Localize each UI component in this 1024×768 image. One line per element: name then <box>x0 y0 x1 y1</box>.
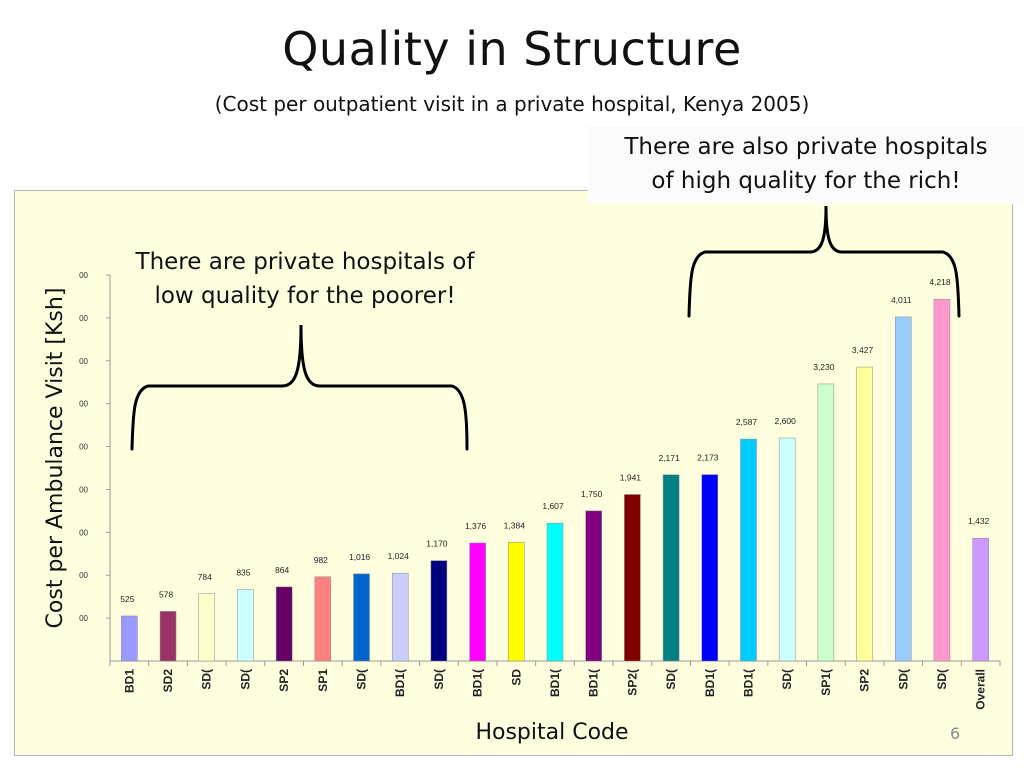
bar <box>585 510 602 662</box>
bar-value-label: 864 <box>275 565 289 575</box>
x-tick-label: SD( <box>355 669 369 690</box>
bar-value-label: 1,607 <box>542 501 564 511</box>
bar-value-label: 525 <box>120 594 134 604</box>
x-tick-label: BD1 <box>122 669 136 693</box>
bar-value-label: 3,230 <box>813 362 835 372</box>
bar-value-label: 1,024 <box>388 551 410 561</box>
bar <box>895 316 912 662</box>
x-tick-label: BD1( <box>703 669 717 697</box>
x-tick-label: SP2 <box>277 669 291 692</box>
bar <box>817 383 835 662</box>
x-tick-label: BD1( <box>393 669 407 697</box>
x-tick-label: SD( <box>935 669 949 690</box>
x-tick-label: SD <box>509 669 523 686</box>
x-tick-label: SP2 <box>858 669 872 692</box>
bar-value-label: 578 <box>159 589 173 599</box>
bar <box>624 494 641 662</box>
bar-value-label: 3,427 <box>852 345 874 355</box>
bar <box>778 437 796 662</box>
x-tick-label: SP1 <box>316 669 330 692</box>
page-number: 6 <box>950 724 961 743</box>
bracket-low-quality <box>130 324 469 451</box>
chart-y-tick-labels: 00 00 00 00 00 00 00 00 00 <box>79 271 88 623</box>
x-tick-label: SD( <box>896 669 910 690</box>
x-tick-label: SD( <box>664 669 678 690</box>
x-tick-label: SP2( <box>625 669 639 696</box>
y-tick-label: 00 <box>79 271 88 280</box>
bar-value-label: 1,384 <box>504 520 526 530</box>
bar-value-label: 1,941 <box>620 473 642 483</box>
x-axis-title: Hospital Code <box>475 720 629 745</box>
y-tick-label: 00 <box>79 485 88 494</box>
bar <box>430 560 448 662</box>
y-tick-label: 00 <box>79 357 88 366</box>
callout-low-quality-line-2: low quality for the poorer! <box>154 283 456 309</box>
x-tick-label: BD1( <box>548 669 562 697</box>
slide-title: Quality in Structure <box>282 22 742 76</box>
chart-area <box>14 190 1013 756</box>
x-tick-label: Overall <box>974 669 988 710</box>
x-tick-label: BD1( <box>471 669 485 697</box>
chart-x-tick-labels: BD1 SD2 SD( SD( SP2 SP1 SD( BD1( SD( BD1( SD BD1( BD… <box>122 669 987 710</box>
x-tick-label: SD( <box>200 669 214 690</box>
bar-value-label: 784 <box>198 572 212 582</box>
bar <box>353 573 370 662</box>
y-tick-label: 00 <box>79 528 88 537</box>
callout-brackets <box>130 205 961 451</box>
bar-value-label: 982 <box>314 555 328 565</box>
bar <box>275 586 293 662</box>
bar-value-label: 1,170 <box>426 539 448 549</box>
bar <box>237 589 254 662</box>
bar <box>159 611 177 662</box>
slide-subtitle: (Cost per outpatient visit in a private … <box>214 92 810 116</box>
bar-value-label: 1,432 <box>968 516 990 526</box>
bar <box>391 572 409 662</box>
chart-bars <box>121 298 989 662</box>
bar <box>662 474 680 662</box>
y-tick-label: 00 <box>79 400 88 409</box>
bar <box>972 537 989 662</box>
x-tick-label: SD( <box>238 669 252 690</box>
bar <box>121 615 138 662</box>
bar-value-label: 2,587 <box>736 417 758 427</box>
bar-value-label: 1,016 <box>349 552 371 562</box>
bar-value-label: 4,218 <box>929 277 951 287</box>
callout-low-quality-line-1: There are private hospitals of <box>135 249 475 275</box>
x-tick-label: SD( <box>432 669 446 690</box>
bar-value-label: 2,173 <box>697 453 719 463</box>
bar-value-label: 1,376 <box>465 521 487 531</box>
bar-value-label: 835 <box>236 567 250 577</box>
y-tick-label: 00 <box>79 443 88 452</box>
x-tick-label: SD( <box>780 669 794 690</box>
bar <box>856 366 873 662</box>
callout-low-quality: There are private hospitals of low quali… <box>110 245 500 313</box>
chart-value-labels: 525 578 784 835 864 982 1,016 1,024 1,170 1,376 1,… <box>120 277 989 604</box>
callout-high-quality-line-1: There are also private hospitals <box>624 134 988 160</box>
callout-high-quality-line-2: of high quality for the rich! <box>651 168 961 194</box>
bar <box>933 298 951 662</box>
bar-value-label: 2,171 <box>658 453 680 463</box>
bar <box>314 576 332 662</box>
y-tick-label: 00 <box>79 571 88 580</box>
bar <box>469 542 486 662</box>
bar-value-label: 1,750 <box>581 489 603 499</box>
bar-value-label: 4,011 <box>891 295 912 305</box>
y-tick-label: 00 <box>79 614 88 623</box>
bar <box>546 522 564 662</box>
bar <box>701 474 719 662</box>
y-axis-title: Cost per Ambulance Visit [Ksh] <box>43 288 68 629</box>
callout-high-quality: There are also private hospitals of high… <box>588 126 1024 204</box>
bar-value-label: 2,600 <box>775 416 797 426</box>
bar <box>740 438 757 662</box>
x-tick-label: SD2 <box>161 669 175 693</box>
bracket-high-quality <box>687 205 961 318</box>
y-tick-label: 00 <box>79 314 88 323</box>
x-tick-label: BD1( <box>587 669 601 697</box>
x-tick-label: BD1( <box>741 669 755 697</box>
bar <box>198 593 215 662</box>
x-tick-label: SP1( <box>819 669 833 696</box>
bar <box>508 542 525 662</box>
